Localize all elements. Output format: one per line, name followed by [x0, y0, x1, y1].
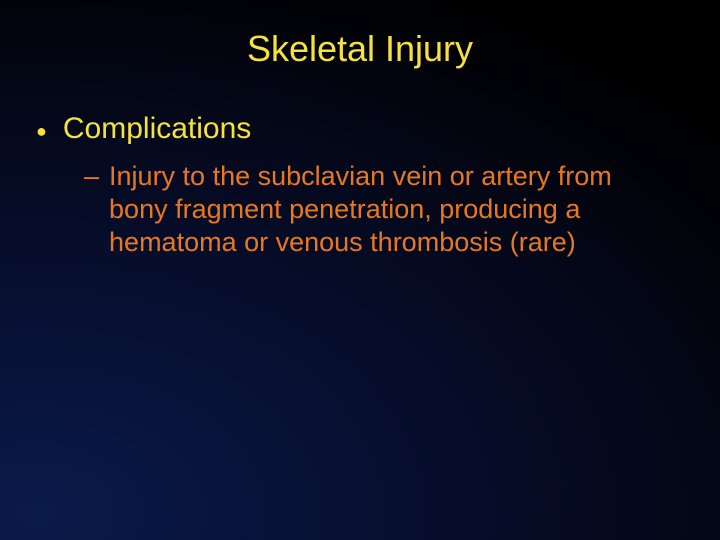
- bullet-dot-icon: ●: [36, 116, 47, 146]
- slide: Skeletal Injury ● Complications – Injury…: [0, 0, 720, 540]
- bullet-level-1: ● Complications: [36, 112, 690, 146]
- bullet-l1-text: Complications: [63, 112, 251, 146]
- bullet-dash-icon: –: [84, 160, 99, 193]
- slide-title: Skeletal Injury: [30, 28, 690, 70]
- bullet-l2-text: Injury to the subclavian vein or artery …: [109, 160, 664, 259]
- bullet-level-2: – Injury to the subclavian vein or arter…: [84, 160, 664, 259]
